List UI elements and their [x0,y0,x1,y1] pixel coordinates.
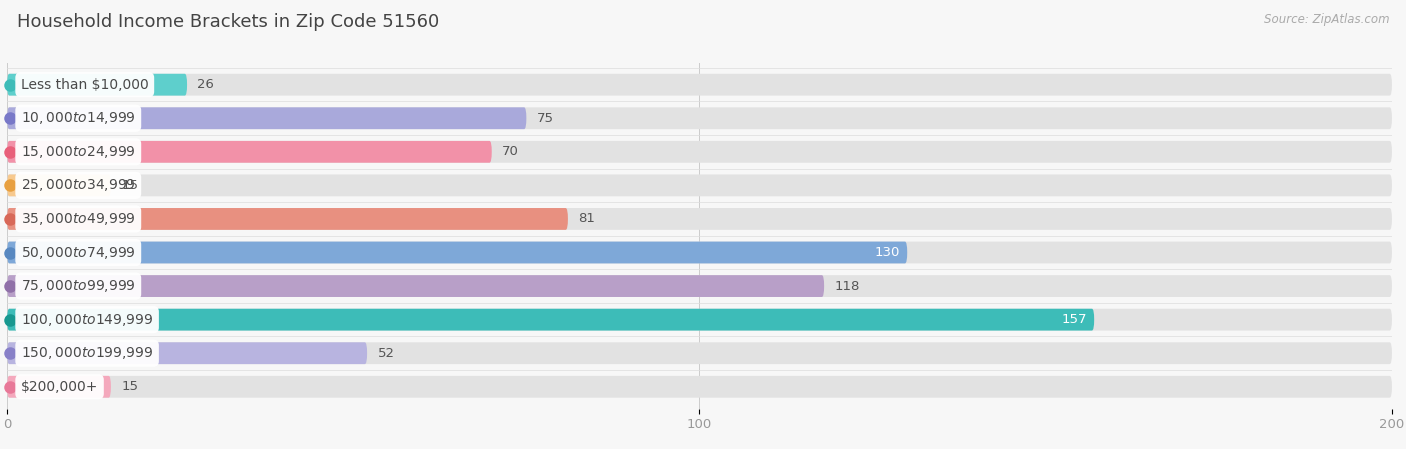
Text: $35,000 to $49,999: $35,000 to $49,999 [21,211,135,227]
Text: $100,000 to $149,999: $100,000 to $149,999 [21,312,153,328]
FancyBboxPatch shape [7,275,824,297]
FancyBboxPatch shape [7,208,1392,230]
FancyBboxPatch shape [7,376,111,398]
Text: $25,000 to $34,999: $25,000 to $34,999 [21,177,135,194]
FancyBboxPatch shape [7,175,1392,196]
Text: 157: 157 [1062,313,1087,326]
FancyBboxPatch shape [7,107,1392,129]
Text: 15: 15 [121,179,138,192]
FancyBboxPatch shape [7,342,367,364]
Text: $150,000 to $199,999: $150,000 to $199,999 [21,345,153,361]
FancyBboxPatch shape [7,242,1392,264]
Text: 75: 75 [537,112,554,125]
Text: 81: 81 [578,212,595,225]
Text: Less than $10,000: Less than $10,000 [21,78,149,92]
Text: 118: 118 [835,280,860,293]
Text: Source: ZipAtlas.com: Source: ZipAtlas.com [1264,13,1389,26]
Text: 130: 130 [875,246,900,259]
FancyBboxPatch shape [7,342,1392,364]
Text: $75,000 to $99,999: $75,000 to $99,999 [21,278,135,294]
FancyBboxPatch shape [7,208,568,230]
FancyBboxPatch shape [7,242,907,264]
FancyBboxPatch shape [7,175,111,196]
Text: $10,000 to $14,999: $10,000 to $14,999 [21,110,135,126]
Text: Household Income Brackets in Zip Code 51560: Household Income Brackets in Zip Code 51… [17,13,439,31]
FancyBboxPatch shape [7,309,1392,330]
Text: 70: 70 [502,145,519,158]
FancyBboxPatch shape [7,74,1392,96]
FancyBboxPatch shape [7,141,492,163]
FancyBboxPatch shape [7,141,1392,163]
Text: 52: 52 [377,347,395,360]
FancyBboxPatch shape [7,376,1392,398]
Text: 15: 15 [121,380,138,393]
FancyBboxPatch shape [7,107,526,129]
FancyBboxPatch shape [7,275,1392,297]
Text: $15,000 to $24,999: $15,000 to $24,999 [21,144,135,160]
FancyBboxPatch shape [7,309,1094,330]
Text: $50,000 to $74,999: $50,000 to $74,999 [21,245,135,260]
FancyBboxPatch shape [7,74,187,96]
Text: $200,000+: $200,000+ [21,380,98,394]
Text: 26: 26 [197,78,214,91]
